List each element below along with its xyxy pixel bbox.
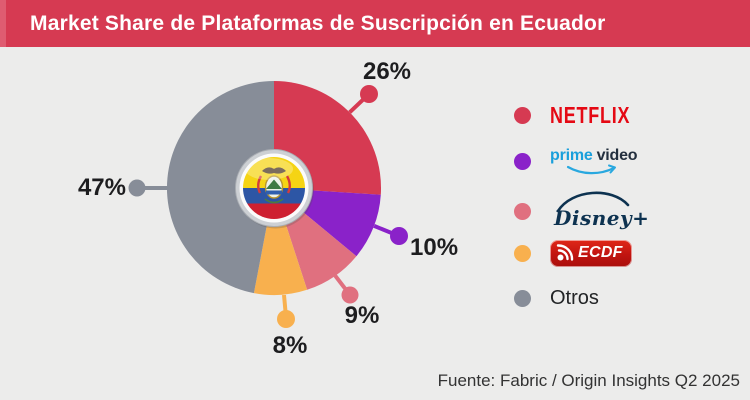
callout-prime-video xyxy=(373,224,408,245)
callout-dot-otros xyxy=(128,179,146,197)
video-word: video xyxy=(596,146,638,164)
legend-dot-disney-plus xyxy=(514,202,531,220)
disney-swoosh-icon xyxy=(556,191,630,213)
prime-video-logo: prime video xyxy=(550,146,638,176)
ecuador-flag-badge-icon xyxy=(235,149,314,229)
callout-dot-disney-plus xyxy=(341,286,359,304)
pie-label-prime-video: 10% xyxy=(410,234,459,261)
pie-slice-ecdf xyxy=(253,188,308,296)
callout-disney-plus xyxy=(333,274,359,304)
pie-slice-otros xyxy=(166,81,274,294)
coat-of-arms-icon xyxy=(257,167,291,204)
pie-label-ecdf: 8% xyxy=(272,332,308,359)
disney-word: Disney+ xyxy=(554,206,650,230)
ecdf-signal-icon xyxy=(556,243,574,261)
pie-label-otros: 47% xyxy=(77,174,126,201)
legend-item-otros: Otros xyxy=(514,276,599,320)
callout-netflix xyxy=(348,85,378,114)
callout-dot-netflix xyxy=(360,85,378,103)
callout-otros xyxy=(128,179,168,197)
callout-dot-prime-video xyxy=(390,227,408,245)
callout-dot-ecdf xyxy=(277,310,295,328)
amazon-smile-icon xyxy=(566,164,616,174)
legend-item-prime-video: prime video xyxy=(514,139,638,183)
source-attribution: Fuente: Fabric / Origin Insights Q2 2025 xyxy=(437,371,740,390)
otros-label: Otros xyxy=(550,286,599,309)
legend-item-netflix: NETFLIX xyxy=(514,93,653,137)
legend-dot-prime-video xyxy=(514,152,531,170)
netflix-logo: NETFLIX xyxy=(550,101,631,128)
page-title: Market Share de Plataformas de Suscripci… xyxy=(30,11,606,35)
legend-dot-otros xyxy=(514,289,531,307)
legend-dot-netflix xyxy=(514,106,531,124)
pie-label-netflix: 26% xyxy=(362,58,412,85)
legend-item-disney-plus: Disney+ xyxy=(514,189,649,233)
ecdf-logo: ECDF xyxy=(550,239,632,267)
callout-ecdf xyxy=(277,294,295,328)
prime-word: prime xyxy=(550,146,593,164)
header-banner: Market Share de Plataformas de Suscripci… xyxy=(0,0,750,47)
pie-label-disney-plus: 9% xyxy=(344,302,380,329)
legend-item-ecdf: ECDF xyxy=(514,231,632,275)
legend-dot-ecdf xyxy=(514,244,531,262)
ecdf-word: ECDF xyxy=(578,244,623,261)
disney-plus-logo: Disney+ xyxy=(550,189,649,233)
